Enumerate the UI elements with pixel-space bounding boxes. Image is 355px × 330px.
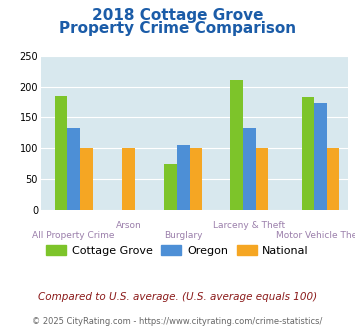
Text: © 2025 CityRating.com - https://www.cityrating.com/crime-statistics/: © 2025 CityRating.com - https://www.city… (32, 317, 323, 326)
Bar (230, 80, 243, 210)
Bar (314, 103, 327, 210)
Text: Larceny & Theft: Larceny & Theft (213, 220, 285, 230)
Bar (164, 164, 177, 210)
Bar (122, 148, 135, 210)
Text: Burglary: Burglary (164, 231, 203, 240)
Bar (256, 148, 268, 210)
Bar (190, 148, 202, 210)
Bar (301, 97, 314, 210)
Bar (55, 96, 67, 210)
Bar (177, 145, 190, 210)
Text: Property Crime Comparison: Property Crime Comparison (59, 21, 296, 36)
Text: Compared to U.S. average. (U.S. average equals 100): Compared to U.S. average. (U.S. average … (38, 292, 317, 302)
Bar (327, 148, 339, 210)
Text: 2018 Cottage Grove: 2018 Cottage Grove (92, 8, 263, 23)
Legend: Cottage Grove, Oregon, National: Cottage Grove, Oregon, National (42, 240, 313, 260)
Text: Arson: Arson (116, 220, 141, 230)
Bar (80, 148, 93, 210)
Bar (243, 128, 256, 210)
Bar (67, 128, 80, 210)
Text: Motor Vehicle Theft: Motor Vehicle Theft (277, 231, 355, 240)
Text: All Property Crime: All Property Crime (32, 231, 115, 240)
